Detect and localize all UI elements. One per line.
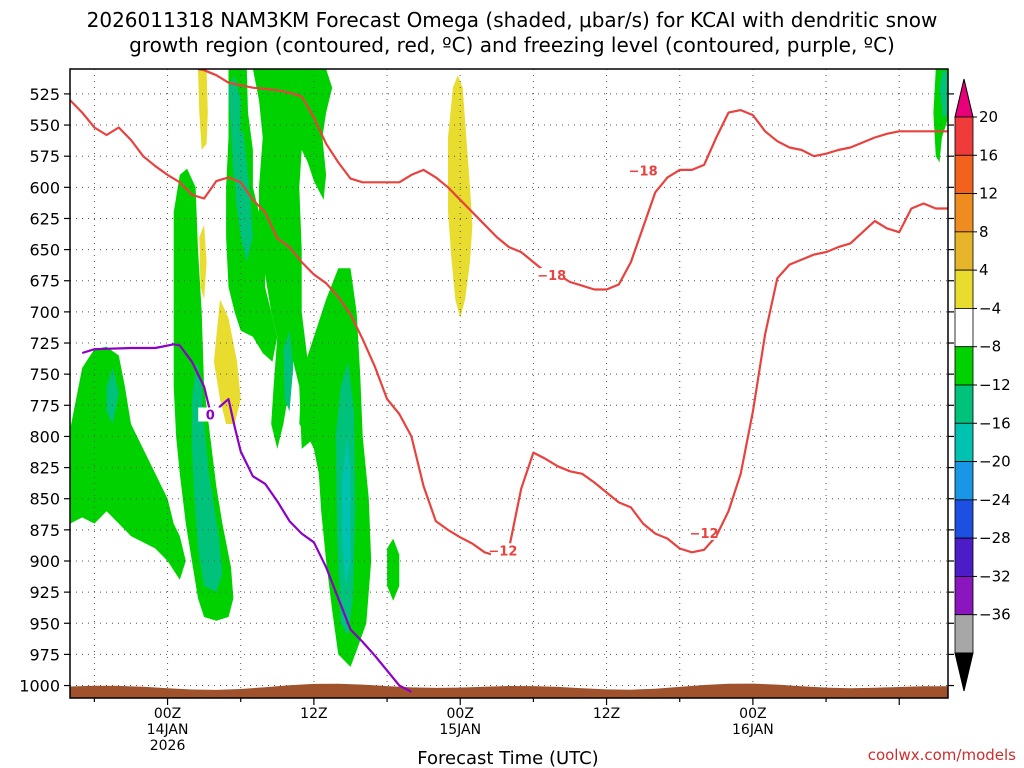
contour-label: −12: [690, 527, 719, 542]
colorbar-label: 8: [979, 223, 989, 241]
colorbar-segment: [954, 154, 974, 194]
y-tick-label: 975: [29, 645, 60, 664]
colorbar-label: 20: [979, 108, 998, 126]
y-axis: 525 550 575 600 625 650 675 700 725 750 775 800 825 8…: [19, 85, 954, 696]
omega-band-cyan: [341, 436, 351, 586]
colorbar-segment: [954, 231, 974, 271]
omega-band-yellow: [199, 224, 207, 300]
colorbar-bottom-triangle: [954, 652, 974, 692]
contour-freezing: [81, 343, 412, 693]
x-tick-label: 15JAN: [439, 722, 481, 738]
x-tick-label: 14JAN: [147, 722, 189, 738]
colorbar-label: −12: [979, 376, 1011, 394]
plot-border: [69, 68, 949, 699]
contour-label: −18: [537, 269, 566, 284]
contour-label-bg: [631, 163, 656, 178]
plot-area: 0 −18 −18 −12 −12: [69, 68, 949, 699]
y-tick-label: 675: [29, 272, 60, 291]
x-tick-label: 00Z: [447, 706, 474, 722]
colorbar-label: −36: [979, 606, 1011, 624]
contour-label: −18: [629, 164, 658, 179]
y-tick-label: 875: [29, 521, 60, 540]
colorbar-segment: [954, 193, 974, 233]
omega-band-teal: [233, 131, 253, 263]
colorbar-segment: [954, 499, 974, 539]
colorbar-segment: [954, 537, 974, 577]
omega-band-yellow: [198, 69, 208, 150]
x-tick-label: 12Z: [300, 706, 327, 722]
y-tick-label: 550: [29, 116, 60, 135]
x-tick-label: 16JAN: [732, 722, 774, 738]
y-tick-label: 900: [29, 552, 60, 571]
colorbar-label: −4: [979, 299, 1001, 317]
colorbar-segment: [954, 576, 974, 616]
colorbar-segment: [954, 461, 974, 501]
contour-label-bg: [692, 525, 717, 540]
omega-band-green: [70, 346, 186, 580]
omega-band-green: [387, 538, 400, 601]
y-tick-label: 625: [29, 209, 60, 228]
colorbar-segment: [954, 269, 974, 309]
omega-band-yellow: [213, 299, 241, 424]
chart-title-line1: 2026011318 NAM3KM Forecast Omega (shaded…: [87, 8, 938, 32]
colorbar-label: −32: [979, 567, 1011, 585]
y-tick-label: 775: [29, 396, 60, 415]
colorbar-label: 4: [979, 261, 989, 279]
colorbar-segment: [954, 422, 974, 462]
y-tick-label: 525: [29, 85, 60, 104]
terrain: [70, 683, 948, 698]
colorbar-label: 12: [979, 185, 998, 203]
colorbar-label: −28: [979, 529, 1011, 547]
x-tick-label: 12Z: [593, 706, 620, 722]
contour-label: −12: [488, 544, 517, 559]
omega-band-green: [173, 168, 234, 621]
contour-dgz_upper_band: [197, 69, 948, 291]
x-tick-label: 2026: [150, 738, 186, 754]
omega-band-teal: [939, 69, 948, 119]
chart-title-line2: growth region (contoured, red, ºC) and f…: [129, 33, 895, 57]
colorbar-label: −16: [979, 414, 1011, 432]
y-tick-label: 600: [29, 178, 60, 197]
contour-label-bg: [539, 268, 564, 283]
plot-content: 0 −18 −18 −12 −12: [70, 69, 948, 698]
colorbar-top-triangle: [954, 78, 974, 118]
x-axis-label: Forecast Time (UTC): [417, 748, 598, 768]
y-tick-label: 800: [29, 427, 60, 446]
credit-text[interactable]: coolwx.com/models: [868, 746, 1016, 764]
omega-band-yellow: [448, 75, 473, 319]
x-tick-label: 00Z: [154, 706, 181, 722]
contour-label-bg: [490, 543, 515, 558]
x-tick-label: 00Z: [739, 706, 766, 722]
omega-band-teal: [283, 330, 294, 412]
grid: [70, 69, 948, 698]
colorbar-label: −24: [979, 491, 1011, 509]
omega-band-green: [252, 69, 333, 449]
y-tick-label: 950: [29, 614, 60, 633]
omega-band-teal: [106, 367, 119, 424]
colorbar-segment: [954, 614, 974, 654]
y-tick-label: 825: [29, 459, 60, 478]
y-tick-label: 700: [29, 303, 60, 322]
colorbar-segment: [954, 308, 974, 348]
y-tick-label: 1000: [19, 677, 60, 696]
y-tick-label: 575: [29, 147, 60, 166]
contour-label: 0: [206, 409, 215, 424]
y-tick-label: 925: [29, 583, 60, 602]
colorbar-label: −8: [979, 338, 1001, 356]
y-tick-label: 750: [29, 365, 60, 384]
colorbar-label: −20: [979, 453, 1011, 471]
colorbar-label: 16: [979, 146, 998, 164]
colorbar: 20 16 12 8 4 −4 −8 −12 −16 −20 −24 −28 −32 −36: [954, 78, 1011, 692]
y-tick-label: 850: [29, 490, 60, 509]
contour-label-bg: [198, 407, 223, 422]
y-tick-label: 650: [29, 241, 60, 260]
y-tick-label: 725: [29, 334, 60, 353]
colorbar-segment: [954, 384, 974, 424]
colorbar-segment: [954, 346, 974, 386]
colorbar-segment: [954, 116, 974, 156]
